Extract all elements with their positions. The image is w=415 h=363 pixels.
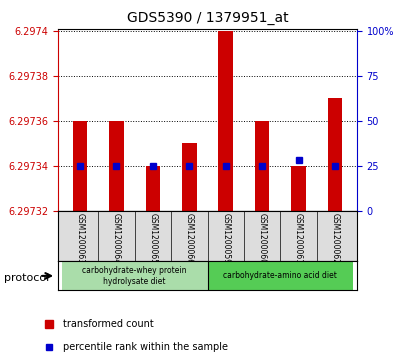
Text: carbohydrate-whey protein
hydrolysate diet: carbohydrate-whey protein hydrolysate di… [82,266,187,286]
Bar [328,98,342,211]
Bar [218,31,233,211]
Text: GSM1200061: GSM1200061 [294,213,303,264]
Text: GSM1200063: GSM1200063 [76,213,85,264]
Text: GSM1200059: GSM1200059 [221,213,230,264]
Bar [73,121,87,211]
Text: percentile rank within the sample: percentile rank within the sample [63,342,228,352]
Text: GSM1200065: GSM1200065 [148,213,157,264]
Bar [182,143,197,211]
Bar [291,166,306,211]
Title: GDS5390 / 1379951_at: GDS5390 / 1379951_at [127,11,288,25]
Text: protocol: protocol [4,273,49,283]
Text: carbohydrate-amino acid diet: carbohydrate-amino acid diet [223,272,337,280]
Bar [255,121,269,211]
Text: GSM1200066: GSM1200066 [185,213,194,264]
Bar [146,166,160,211]
FancyBboxPatch shape [62,261,208,290]
FancyBboxPatch shape [208,261,353,290]
Text: transformed count: transformed count [63,319,154,329]
Text: GSM1200064: GSM1200064 [112,213,121,264]
Bar [109,121,124,211]
Text: GSM1200060: GSM1200060 [258,213,267,264]
Text: GSM1200062: GSM1200062 [330,213,339,264]
